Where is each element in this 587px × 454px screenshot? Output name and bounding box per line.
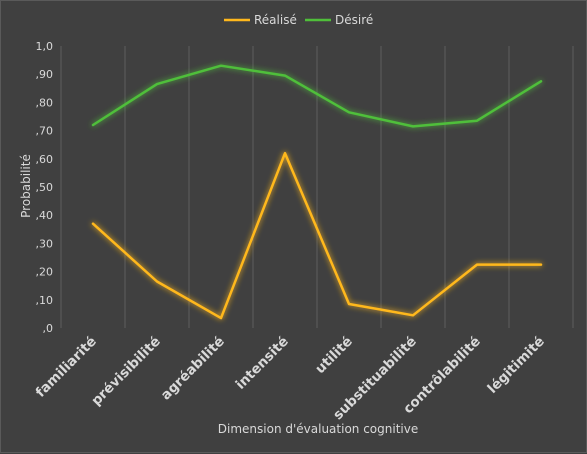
- x-tick-label: utilité: [312, 334, 356, 378]
- x-tick-label: agréabilité: [158, 334, 228, 404]
- y-tick-label: ,0: [43, 322, 54, 335]
- y-tick-label: ,90: [36, 68, 54, 81]
- y-tick-label: 1,0: [36, 40, 54, 53]
- legend: Réalisé Désiré: [224, 13, 373, 27]
- y-tick-label: ,50: [36, 181, 54, 194]
- y-tick-label: ,30: [36, 237, 54, 250]
- y-axis-title: Probabilité: [19, 154, 33, 218]
- x-axis-title: Dimension d'évaluation cognitive: [218, 422, 418, 436]
- legend-label: Réalisé: [254, 13, 297, 27]
- y-tick-label: ,40: [36, 209, 54, 222]
- series-line: [91, 64, 543, 128]
- y-tick-label: ,10: [36, 294, 54, 307]
- y-tick-label: ,80: [36, 96, 54, 109]
- grid-lines: [60, 46, 574, 328]
- y-axis-ticks: ,0 ,10 ,20 ,30 ,40 ,50 ,60 ,70 ,80 ,90 1,0: [36, 40, 54, 335]
- series-line: [91, 151, 543, 320]
- y-tick-label: ,60: [36, 153, 54, 166]
- x-tick-label: intensité: [233, 334, 292, 393]
- y-tick-label: ,70: [36, 125, 54, 138]
- x-tick-label: familiarité: [33, 334, 100, 401]
- legend-label: Désiré: [335, 13, 373, 27]
- y-tick-label: ,20: [36, 266, 54, 279]
- x-tick-label: légitimité: [485, 334, 548, 397]
- series-lines: [91, 64, 543, 320]
